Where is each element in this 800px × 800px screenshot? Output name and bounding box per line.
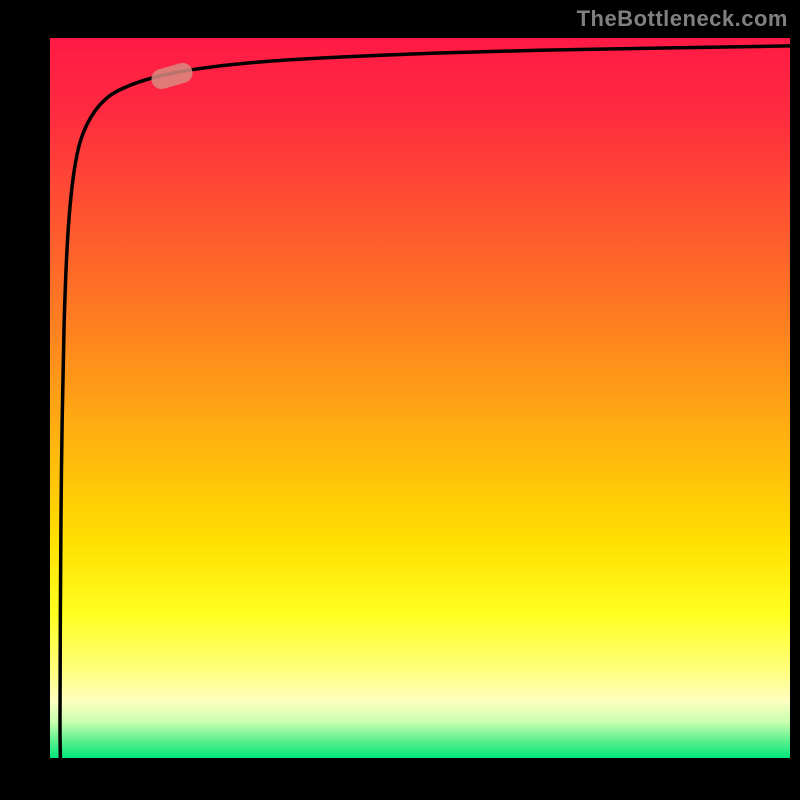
chart-container: TheBottleneck.com — [0, 0, 800, 800]
watermark-text: TheBottleneck.com — [577, 6, 788, 32]
plot-background — [50, 38, 790, 758]
plot-area — [50, 38, 790, 758]
